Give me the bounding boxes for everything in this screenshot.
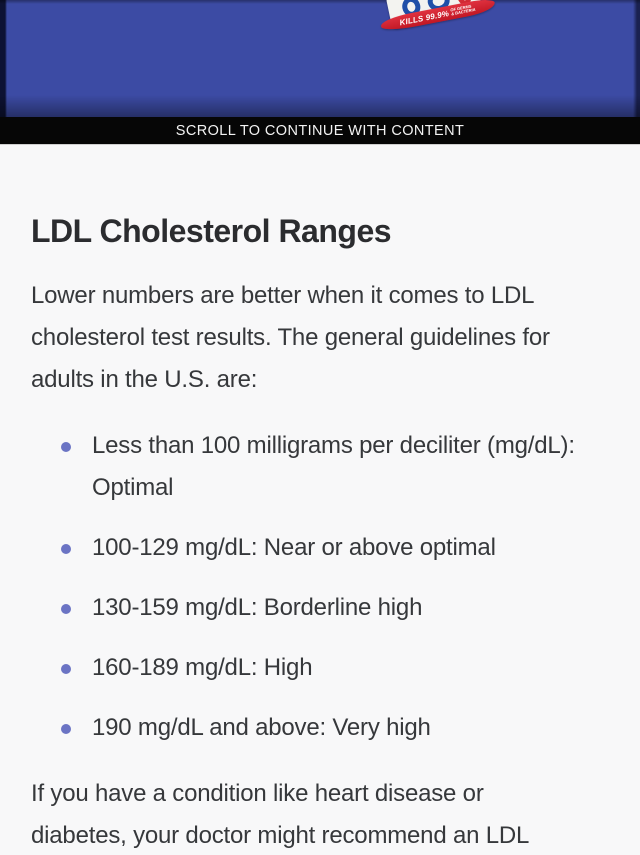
scroll-to-continue-bar: SCROLL TO CONTINUE WITH CONTENT <box>0 117 640 145</box>
outro-paragraph: If you have a condition like heart disea… <box>31 780 530 849</box>
list-item-very-high: 190 mg/dL and above: Very high <box>31 707 609 749</box>
ad-top-shade <box>0 0 640 4</box>
list-item-near-optimal: 100-129 mg/dL: Near or above optimal <box>31 527 609 569</box>
ad-kill-claim-subtext: OF GERMS & BACTERIA <box>449 3 476 17</box>
ad-bottom-shade <box>0 95 640 117</box>
list-item-high: 160-189 mg/dL: High <box>31 647 609 689</box>
scroll-to-continue-label: SCROLL TO CONTINUE WITH CONTENT <box>175 122 465 139</box>
ad-banner[interactable]: KILLS 99.9% OF GERMS & BACTERIA <box>0 0 640 117</box>
intro-paragraph: Lower numbers are better when it comes t… <box>31 282 550 393</box>
ldl-ranges-list: Less than 100 milligrams per deciliter (… <box>31 425 609 749</box>
ad-product-logo: KILLS 99.9% OF GERMS & BACTERIA <box>378 0 508 36</box>
list-item-borderline-high: 130-159 mg/dL: Borderline high <box>31 587 609 629</box>
article-content: LDL Cholesterol Ranges Lower numbers are… <box>0 211 640 855</box>
list-item-optimal: Less than 100 milligrams per deciliter (… <box>31 425 609 509</box>
article-heading: LDL Cholesterol Ranges <box>31 213 392 249</box>
